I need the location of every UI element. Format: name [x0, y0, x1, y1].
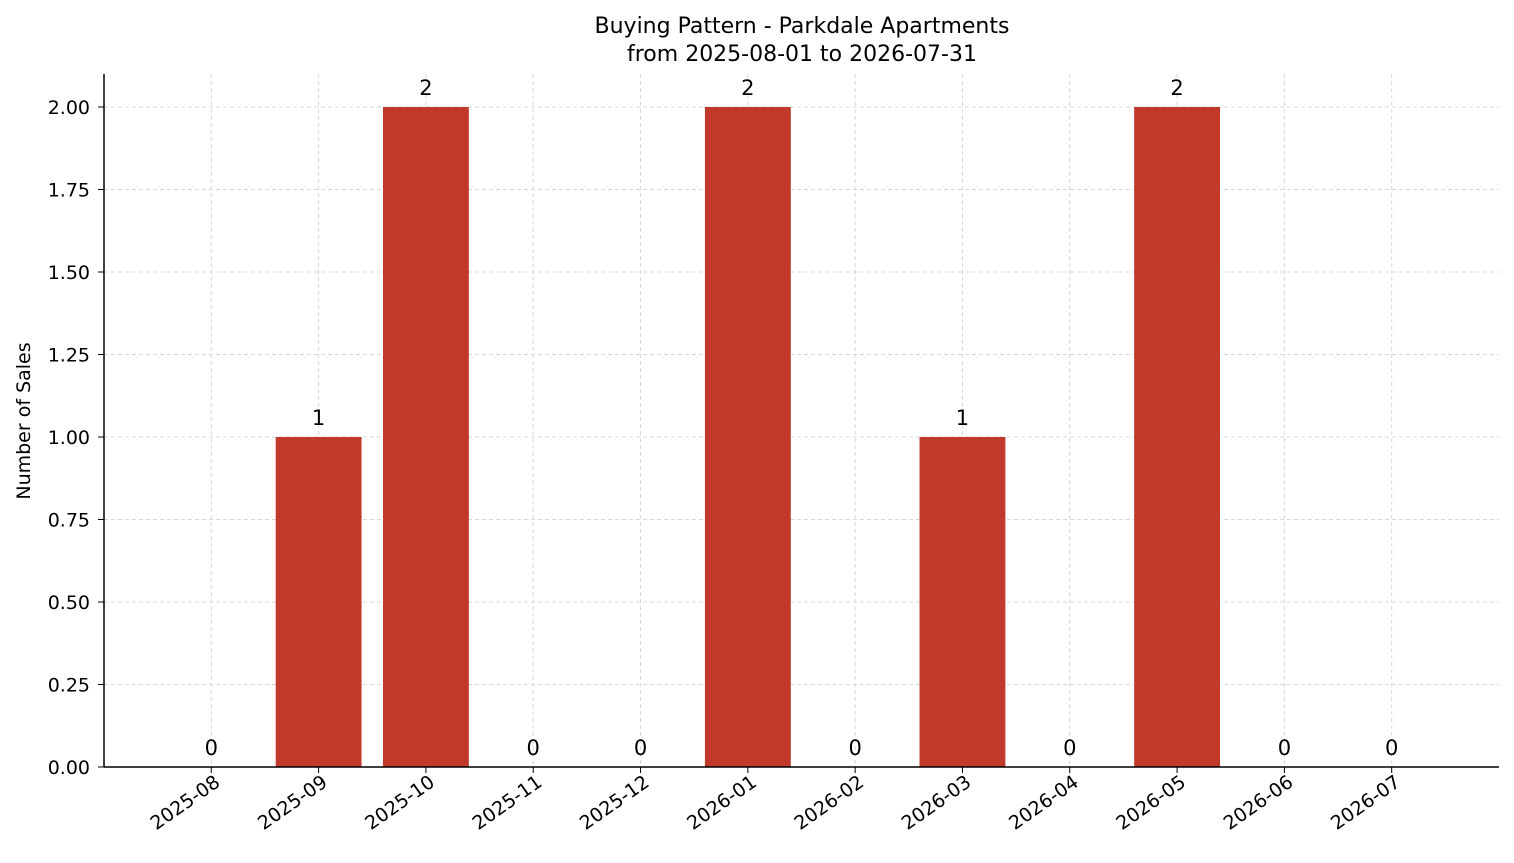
bar: [275, 437, 362, 767]
y-tick-label: 1.00: [48, 427, 90, 449]
x-tick-label: 2025-11: [468, 771, 546, 835]
bar: [919, 437, 1006, 767]
x-tick-label: 2025-08: [147, 771, 225, 835]
x-tick-label: 2025-09: [254, 771, 332, 835]
x-tick-label: 2025-10: [361, 771, 439, 835]
data-label: 0: [205, 736, 218, 760]
y-tick-label: 0.25: [48, 675, 90, 697]
y-tick-label: 1.25: [48, 345, 90, 367]
x-tick-label: 2026-04: [1005, 771, 1083, 835]
x-tick-label: 2026-07: [1327, 771, 1405, 835]
y-tick-label: 0.00: [48, 757, 90, 779]
data-label: 0: [1385, 736, 1398, 760]
x-tick-label: 2026-05: [1112, 771, 1190, 835]
x-tick-label: 2026-01: [683, 771, 761, 835]
y-tick-label: 2.00: [48, 97, 90, 119]
x-tick-label: 2026-02: [790, 771, 868, 835]
y-tick-label: 0.75: [48, 510, 90, 532]
data-label: 0: [527, 736, 540, 760]
bar: [704, 107, 791, 767]
data-label: 0: [1063, 736, 1076, 760]
y-tick-label: 1.50: [48, 262, 90, 284]
x-tick-label: 2026-03: [898, 771, 976, 835]
data-label: 2: [1170, 76, 1183, 100]
chart-subtitle: from 2025-08-01 to 2026-07-31: [627, 42, 977, 67]
data-label: 0: [848, 736, 861, 760]
y-axis-label: Number of Sales: [13, 342, 35, 499]
y-tick-label: 1.75: [48, 180, 90, 202]
chart-title: Buying Pattern - Parkdale Apartments: [595, 14, 1010, 39]
data-label: 1: [312, 406, 325, 430]
data-label: 0: [634, 736, 647, 760]
data-label: 2: [741, 76, 754, 100]
data-label: 1: [956, 406, 969, 430]
bar: [1134, 107, 1220, 767]
x-tick-label: 2026-06: [1220, 771, 1298, 835]
bar: [383, 107, 469, 767]
x-tick-label: 2025-12: [576, 771, 654, 835]
data-label: 0: [1278, 736, 1291, 760]
data-label: 2: [419, 76, 432, 100]
y-tick-label: 0.50: [48, 592, 90, 614]
